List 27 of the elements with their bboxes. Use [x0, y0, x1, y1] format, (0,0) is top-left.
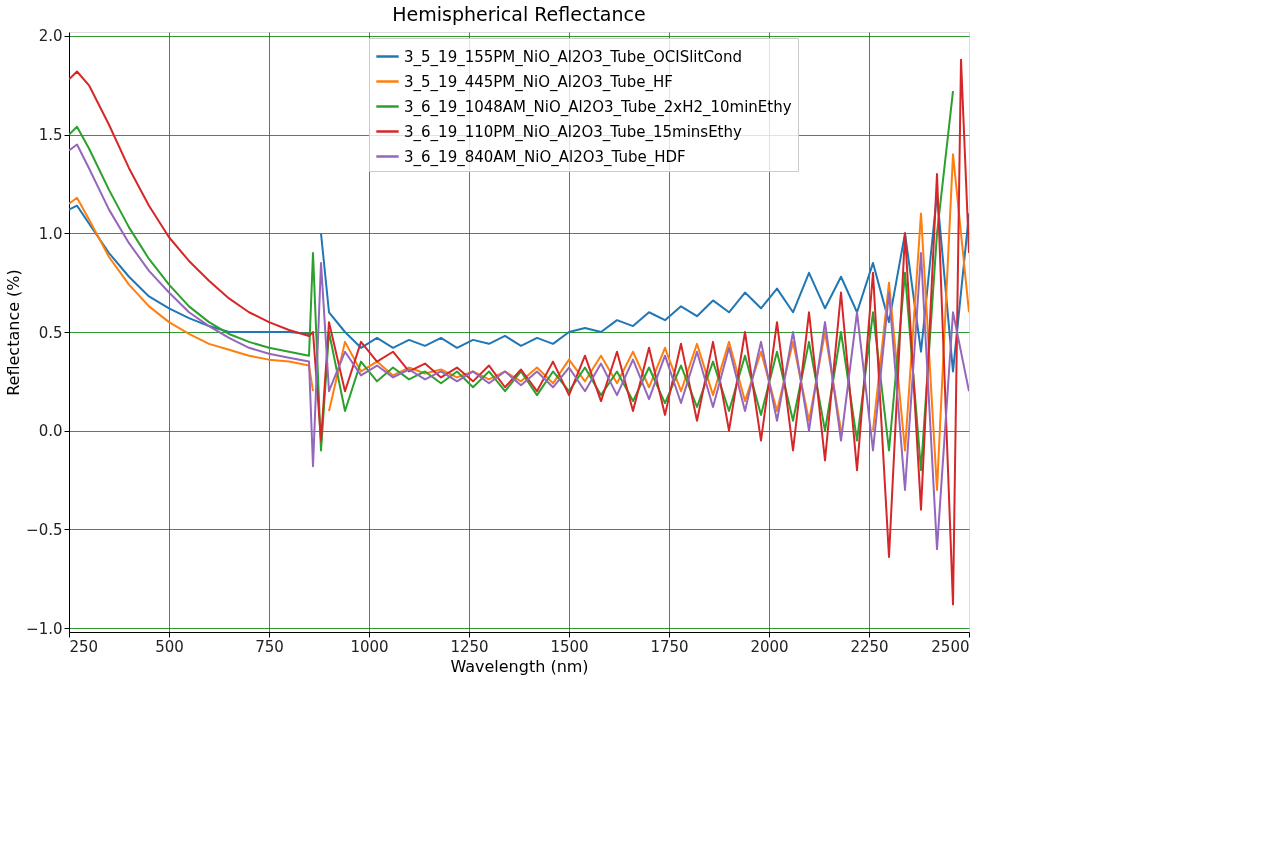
x-tick-label: 1500	[550, 637, 589, 656]
legend-label: 3_5_19_445PM_NiO_Al2O3_Tube_HF	[404, 72, 673, 92]
x-tick-label: 750	[255, 637, 284, 656]
line-series	[69, 143, 969, 551]
legend-label: 3_6_19_1048AM_NiO_Al2O3_Tube_2xH2_10minEthy	[404, 97, 792, 117]
y-tick-label: −0.5	[26, 520, 63, 539]
legend-label: 3_6_19_110PM_NiO_Al2O3_Tube_15minsEthy	[404, 122, 742, 142]
y-tick-label: 1.0	[38, 224, 63, 243]
y-tick-label: 1.5	[38, 126, 63, 145]
y-tick-label: 2.0	[38, 27, 63, 46]
y-tick-label: 0.5	[38, 323, 63, 342]
y-tick-label: 0.0	[38, 422, 63, 441]
line-series	[69, 90, 954, 472]
x-tick-label: 2000	[750, 637, 789, 656]
x-tick-label: 1000	[350, 637, 389, 656]
x-tick-label: 500	[155, 637, 184, 656]
x-tick-label: 250	[69, 637, 99, 656]
y-tick-label: −1.0	[26, 619, 63, 638]
x-axis-title: Wavelength (nm)	[450, 656, 589, 676]
chart-title: Hemispherical Reflectance	[392, 2, 646, 25]
x-tick-label: 1250	[450, 637, 489, 656]
legend-label: 3_5_19_155PM_NiO_Al2O3_Tube_OCISlitCond	[404, 47, 743, 67]
x-tick-label: 2250	[850, 637, 889, 656]
x-tick-label: 2500	[931, 637, 970, 656]
x-tick-label: 1750	[650, 637, 689, 656]
y-axis-title: Reflectance (%)	[4, 269, 24, 396]
legend-label: 3_6_19_840AM_NiO_Al2O3_Tube_HDF	[404, 147, 686, 167]
